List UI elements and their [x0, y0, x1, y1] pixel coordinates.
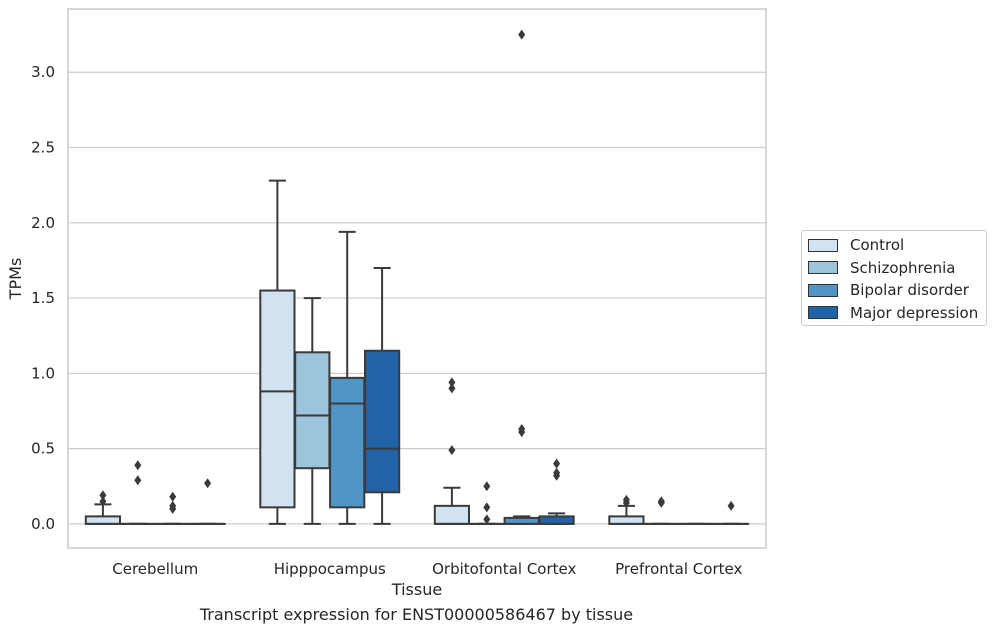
- legend-label: Schizophrenia: [850, 258, 956, 277]
- box-2-1: [468, 481, 505, 525]
- outlier-point: [204, 478, 212, 489]
- outlier-point: [169, 500, 177, 511]
- box-2-2: [503, 29, 540, 525]
- y-tick-label: 1.5: [31, 289, 55, 307]
- box-1-3: [363, 266, 401, 525]
- box-0-3: [189, 478, 226, 525]
- legend-swatch: [808, 306, 838, 319]
- outlier-point: [169, 491, 177, 502]
- legend-swatch: [808, 238, 838, 252]
- legend-swatch: [808, 261, 838, 274]
- box-body: [433, 504, 471, 525]
- outlier-point: [553, 458, 561, 469]
- outlier-point: [448, 383, 456, 394]
- x-axis-title: Tissue: [391, 580, 442, 599]
- legend-item: Schizophrenia: [808, 258, 955, 278]
- chart-caption: Transcript expression for ENST0000058646…: [199, 605, 634, 624]
- outlier-point: [622, 494, 630, 505]
- legend-label: Control: [850, 236, 905, 254]
- box-body: [363, 349, 401, 494]
- box-1-0: [259, 179, 296, 525]
- box-0-0: [84, 490, 122, 525]
- y-tick-label: 0.0: [31, 515, 55, 533]
- outlier-point: [448, 445, 456, 456]
- y-tick-label: 3.0: [31, 63, 55, 81]
- x-tick-label: Hipppocampus: [274, 560, 386, 578]
- outlier-point: [518, 29, 526, 40]
- outlier-point: [483, 514, 491, 525]
- x-tick-labels: Cerebellum Hipppocampus Orbitofontal Corte…: [112, 560, 742, 578]
- box-body: [84, 515, 122, 525]
- box-group: [84, 29, 750, 525]
- outlier-point: [483, 502, 491, 513]
- box-2-3: [538, 458, 575, 525]
- y-tick-label: 0.5: [31, 440, 55, 458]
- box-3-1: [643, 496, 680, 525]
- outlier-point: [518, 424, 526, 435]
- box-0-2: [154, 491, 191, 525]
- y-tick-label: 2.5: [31, 139, 55, 157]
- box-body: [608, 515, 645, 525]
- legend-item: Bipolar disorder: [808, 280, 969, 300]
- box-body: [259, 289, 296, 509]
- legend-label: Major depression: [850, 303, 979, 322]
- gridlines: [68, 71, 766, 525]
- box-body: [538, 515, 575, 525]
- legend: Control Schizophrenia Bipolar disorder Majo…: [801, 230, 987, 326]
- legend-item: Major depression: [808, 303, 978, 323]
- outlier-point: [99, 496, 107, 507]
- box-body: [294, 351, 331, 470]
- outlier-point: [657, 496, 665, 507]
- outlier-point: [134, 475, 142, 486]
- y-tick-label: 1.0: [31, 364, 55, 382]
- legend-swatch: [808, 283, 838, 297]
- y-axis-title: TPMs: [6, 258, 25, 301]
- box-1-2: [329, 230, 366, 525]
- box-body: [329, 376, 366, 509]
- y-tick-label: 2.0: [31, 214, 55, 232]
- box-0-1: [119, 460, 156, 525]
- legend-item: Control: [808, 235, 904, 255]
- x-tick-label: Prefrontal Cortex: [615, 560, 742, 578]
- box-3-3: [712, 500, 750, 525]
- outlier-point: [553, 467, 561, 478]
- outlier-point: [448, 377, 456, 388]
- box-2-0: [433, 377, 471, 525]
- outlier-point: [483, 481, 491, 492]
- x-tick-label: Orbitofontal Cortex: [432, 560, 576, 578]
- plot-frame: [67, 8, 767, 549]
- box-1-1: [294, 297, 331, 525]
- x-tick-label: Cerebellum: [112, 560, 198, 578]
- legend-label: Bipolar disorder: [850, 281, 969, 299]
- box-3-0: [608, 494, 645, 525]
- outlier-point: [134, 460, 142, 471]
- y-tick-labels: 0.0 0.5 1.0 1.5 2.0 2.5 3.0: [31, 63, 55, 533]
- outlier-point: [727, 500, 735, 511]
- outlier-point: [99, 490, 107, 501]
